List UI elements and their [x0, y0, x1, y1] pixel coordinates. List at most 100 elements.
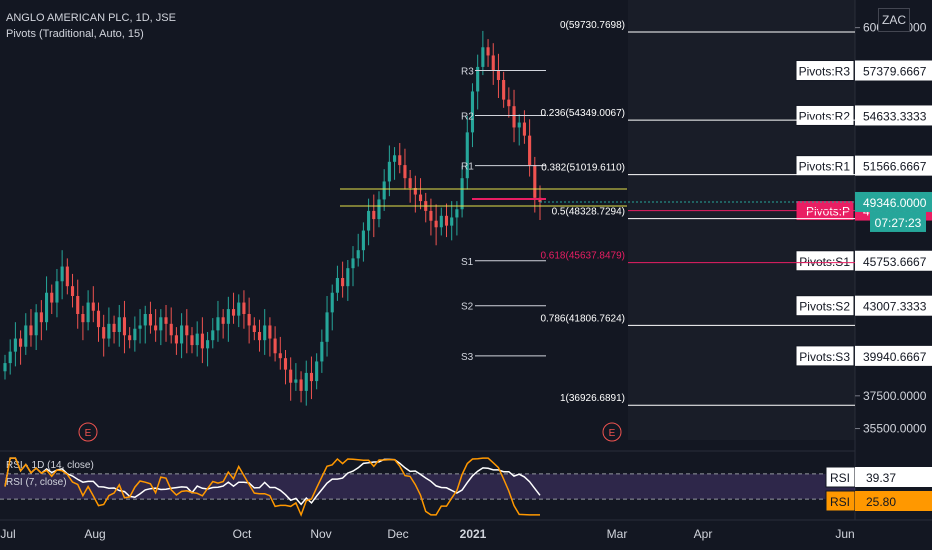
candle-body — [174, 335, 178, 344]
candle-body — [143, 314, 147, 326]
candle-body — [148, 314, 152, 326]
pivot-axis-name: Pivots:R3 — [799, 65, 851, 79]
candle-body — [491, 55, 495, 71]
candle-body — [278, 353, 282, 359]
candle-body — [96, 310, 101, 328]
candle-body — [154, 325, 158, 331]
pivot-axis-value: 45753.6667 — [863, 255, 927, 269]
candle-body — [117, 317, 121, 332]
candle-body — [247, 314, 251, 326]
pivot-axis-name: Pivots:S3 — [799, 350, 850, 364]
candle-body — [180, 325, 184, 344]
fib-level-label: 1(36926.6891) — [560, 393, 625, 404]
pivot-axis-name: Pivots:R2 — [799, 109, 851, 123]
rsi-value-box — [855, 467, 932, 487]
candle-body — [283, 358, 288, 370]
pivot-axis-name: Pivots:P — [806, 205, 850, 219]
pivot-axis-name: Pivots:S1 — [799, 255, 850, 269]
candle-body — [361, 230, 365, 251]
candle-body — [512, 106, 516, 128]
pivot-chart-label: R3 — [461, 67, 474, 78]
candle-body — [502, 80, 506, 100]
candle-body — [377, 199, 381, 220]
pivot-value-box — [855, 155, 932, 176]
pivot-axis-tag — [795, 295, 855, 317]
fib-level-label: 0.618(45637.8479) — [540, 251, 625, 262]
pivot-axis-value: 43007.3333 — [863, 300, 927, 314]
candle-body — [309, 372, 314, 382]
rsi-tag-name: RSI — [830, 471, 850, 485]
earnings-marker — [602, 422, 622, 442]
candle-body — [429, 210, 433, 221]
rsi-line-2 — [4, 457, 540, 517]
candle-body — [185, 325, 189, 336]
candle-body — [8, 351, 12, 364]
fib-level-label: 0.786(41806.7624) — [540, 313, 625, 324]
candle-body — [465, 132, 469, 179]
candle-body — [221, 317, 225, 324]
candle-body — [444, 215, 449, 226]
candle-body — [13, 338, 17, 352]
time-axis-label: Dec — [387, 527, 408, 541]
candle-body — [268, 325, 272, 339]
time-axis-label: 2021 — [460, 527, 487, 541]
candle-body — [455, 209, 459, 218]
rsi-band-fill — [0, 473, 855, 500]
rsi-value: 39.37 — [866, 471, 896, 485]
candle-body — [356, 250, 360, 259]
candle-body — [112, 323, 116, 332]
candle-body — [34, 312, 38, 336]
candle-body — [372, 210, 376, 220]
candle-body — [44, 292, 49, 323]
fib-level-label: 0.5(48328.7294) — [552, 207, 625, 218]
pivot-value-box — [855, 250, 932, 271]
earnings-marker — [78, 422, 98, 442]
candle-body — [81, 314, 85, 323]
pivot-axis-tag — [795, 250, 855, 272]
candle-body — [413, 188, 417, 195]
countdown-tag — [870, 211, 926, 232]
candle-body — [398, 155, 402, 166]
candle-body — [29, 325, 33, 336]
candle-body — [408, 178, 412, 188]
candle-body — [289, 369, 293, 383]
candle-body — [65, 266, 69, 287]
candle-body — [325, 312, 329, 342]
candle-body — [299, 379, 303, 391]
rsi-value: 25.80 — [866, 495, 896, 509]
candle-body — [393, 155, 397, 162]
candle-body — [231, 309, 236, 316]
pivot-value-box — [855, 345, 932, 366]
candle-body — [496, 70, 501, 80]
candle-body — [24, 325, 28, 347]
candle-body — [206, 340, 210, 349]
candle-body — [242, 302, 246, 314]
candle-body — [418, 194, 423, 202]
candle-body — [528, 135, 532, 166]
candle-body — [200, 333, 204, 349]
pivot-value-box — [855, 60, 932, 81]
currency-button[interactable]: ZAC — [878, 8, 910, 32]
candle-body — [169, 323, 173, 336]
pivot-value-box — [855, 295, 932, 316]
candle-body — [470, 91, 475, 133]
candle-body — [522, 122, 526, 136]
candle-body — [486, 47, 490, 56]
rsi-value-box — [855, 491, 932, 511]
pivot-axis-name: Pivots:S2 — [799, 300, 850, 314]
candle-body — [341, 278, 345, 287]
candle-body — [190, 335, 194, 346]
pivot-axis-value: 39940.6667 — [863, 350, 927, 364]
rsi-line-1 — [4, 457, 541, 506]
rsi-title-2: RSI (7, close) — [6, 477, 67, 488]
time-axis-label: Mar — [607, 527, 628, 541]
fib-level-label: 0(59730.7698) — [560, 20, 625, 31]
candle-body — [122, 317, 127, 336]
time-axis-label: Jul — [0, 527, 15, 541]
candle-body — [164, 317, 168, 324]
candle-body — [3, 363, 7, 372]
candle-body — [346, 268, 350, 287]
candle-body — [320, 341, 324, 362]
